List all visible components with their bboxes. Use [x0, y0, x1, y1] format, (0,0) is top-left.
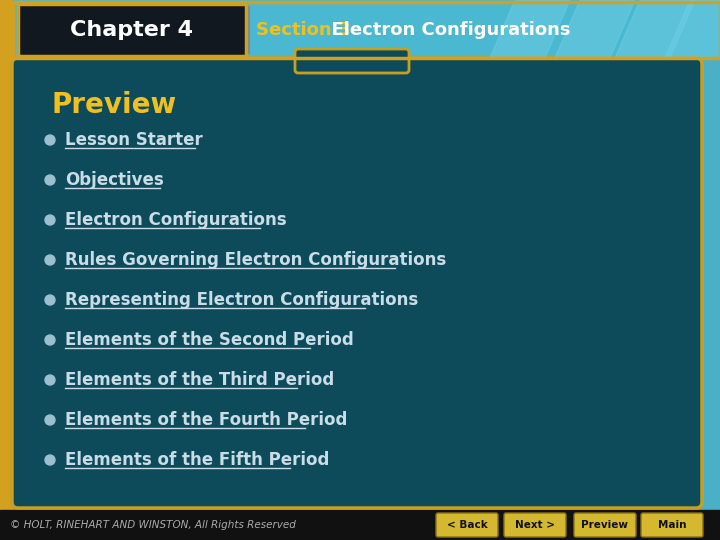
Circle shape [45, 175, 55, 185]
Text: Elements of the Fourth Period: Elements of the Fourth Period [65, 411, 347, 429]
FancyBboxPatch shape [504, 513, 566, 537]
Text: Section 3: Section 3 [256, 21, 351, 39]
Text: Elements of the Second Period: Elements of the Second Period [65, 331, 354, 349]
Text: < Back: < Back [446, 520, 487, 530]
Circle shape [45, 215, 55, 225]
Bar [0, 510, 720, 540]
Circle shape [45, 335, 55, 345]
Text: Rules Governing Electron Configurations: Rules Governing Electron Configurations [65, 251, 446, 269]
Text: Lesson Starter: Lesson Starter [65, 131, 203, 149]
Text: © HOLT, RINEHART AND WINSTON, All Rights Reserved: © HOLT, RINEHART AND WINSTON, All Rights… [10, 520, 296, 530]
Polygon shape [490, 0, 570, 58]
Circle shape [45, 135, 55, 145]
FancyBboxPatch shape [436, 513, 498, 537]
Text: Chapter 4: Chapter 4 [71, 20, 194, 40]
Text: Electron Configurations: Electron Configurations [319, 21, 570, 39]
FancyBboxPatch shape [641, 513, 703, 537]
FancyBboxPatch shape [295, 49, 409, 73]
Polygon shape [555, 0, 635, 58]
Circle shape [45, 455, 55, 465]
FancyBboxPatch shape [12, 58, 702, 508]
Bar [13, 2, 720, 58]
Bar [13, 0, 720, 58]
Text: Preview: Preview [52, 91, 177, 119]
Text: Objectives: Objectives [65, 171, 163, 189]
Circle shape [45, 415, 55, 425]
FancyBboxPatch shape [574, 513, 636, 537]
Circle shape [45, 295, 55, 305]
Text: Electron Configurations: Electron Configurations [65, 211, 287, 229]
Circle shape [45, 375, 55, 385]
Circle shape [45, 255, 55, 265]
Text: Next >: Next > [515, 520, 555, 530]
Text: Representing Electron Configurations: Representing Electron Configurations [65, 291, 418, 309]
Text: Main: Main [658, 520, 686, 530]
Text: Preview: Preview [582, 520, 629, 530]
Bar [18, 4, 246, 56]
Bar [18, 4, 246, 56]
Polygon shape [615, 0, 695, 58]
Bar [0, 0, 13, 540]
Text: Elements of the Fifth Period: Elements of the Fifth Period [65, 451, 329, 469]
Text: Elements of the Third Period: Elements of the Third Period [65, 371, 334, 389]
Polygon shape [665, 0, 720, 58]
